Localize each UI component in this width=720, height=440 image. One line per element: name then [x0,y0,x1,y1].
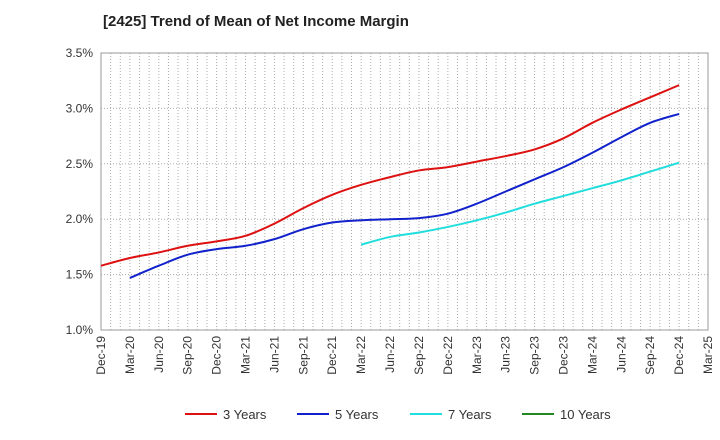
y-axis-ticks: 1.0% 1.5% 2.0% 2.5% 3.0% 3.5% [66,46,94,337]
x-tick-label: Mar-25 [701,336,715,374]
x-tick-label: Sep-21 [296,336,310,375]
x-tick-label: Dec-23 [556,336,570,375]
y-tick-label: 2.0% [66,212,94,226]
legend: 3 Years 5 Years 7 Years 10 Years [185,407,611,422]
x-tick-label: Mar-21 [239,336,253,374]
x-tick-label: Jun-23 [499,336,513,373]
x-tick-label: Jun-20 [152,336,166,373]
legend-label: 5 Years [335,407,379,422]
x-tick-label: Mar-20 [123,336,137,374]
x-tick-label: Sep-24 [643,336,657,375]
y-tick-label: 1.0% [66,323,94,337]
plot-area [100,52,709,331]
y-tick-label: 1.5% [66,268,94,282]
chart-title: [2425] Trend of Mean of Net Income Margi… [103,13,409,30]
x-axis-ticks: Dec-19 Mar-20 Jun-20 Sep-20 Dec-20 Mar-21 Jun-… [94,336,715,375]
x-tick-label: Dec-24 [672,336,686,375]
x-tick-label: Dec-19 [94,336,108,375]
y-tick-label: 3.0% [66,101,94,115]
series-line-7-years [360,161,680,246]
x-tick-label: Dec-21 [325,336,339,375]
x-tick-label: Sep-23 [528,336,542,375]
legend-label: 10 Years [560,407,611,422]
x-tick-label: Jun-21 [267,336,281,373]
grid-lines [101,53,708,330]
x-tick-label: Dec-20 [210,336,224,375]
x-tick-label: Mar-23 [470,336,484,374]
x-tick-label: Sep-22 [412,336,426,375]
x-tick-label: Mar-24 [585,336,599,374]
x-tick-label: Jun-22 [383,336,397,373]
legend-label: 7 Years [448,407,492,422]
y-tick-label: 3.5% [66,46,94,60]
x-tick-label: Jun-24 [614,336,628,373]
x-tick-label: Dec-22 [441,336,455,375]
legend-label: 3 Years [223,407,267,422]
y-tick-label: 2.5% [66,157,94,171]
series-line-3-years [100,84,680,267]
x-tick-label: Mar-22 [354,336,368,374]
x-tick-label: Sep-20 [181,336,195,375]
series-lines [100,84,680,279]
series-line-5-years [129,112,680,279]
